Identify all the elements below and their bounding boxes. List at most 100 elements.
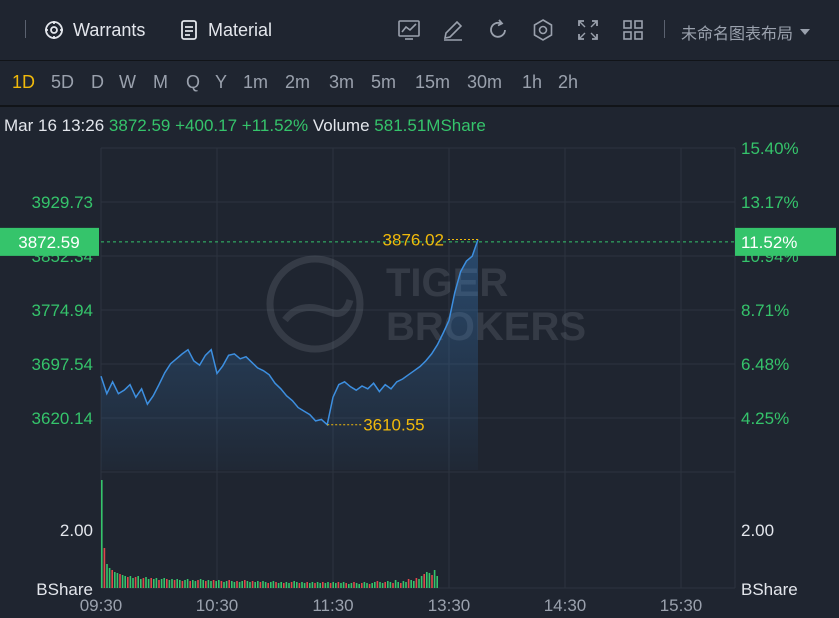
period-5d[interactable]: 5D	[51, 72, 75, 92]
period-3m[interactable]: 3m	[329, 72, 355, 92]
volume-bar	[101, 480, 103, 588]
volume-bar	[192, 580, 194, 588]
volume-bar	[186, 579, 189, 588]
volume-bar	[426, 572, 428, 588]
volume-bar	[202, 580, 204, 588]
volume-bar	[311, 582, 314, 588]
material-button[interactable]: Material	[178, 16, 272, 44]
toolbar-divider	[25, 20, 26, 38]
volume-bar	[218, 580, 220, 588]
volume-bar	[428, 573, 431, 588]
volume-bar	[220, 581, 223, 588]
period-1h[interactable]: 1h	[522, 72, 543, 92]
volume-bar	[335, 583, 337, 588]
volume-bar	[402, 581, 405, 588]
volume-bar	[270, 582, 272, 588]
volume-bar	[288, 583, 290, 588]
x-tick: 15:30	[660, 596, 703, 615]
volume-bar	[366, 583, 368, 588]
period-1d[interactable]: 1D	[12, 72, 36, 92]
volume-bar	[257, 581, 259, 588]
volume-tick: 2.00	[60, 521, 93, 540]
info-volume-label: Volume	[312, 116, 370, 135]
volume-bar	[275, 582, 277, 588]
volume-bar	[158, 580, 160, 588]
volume-bar	[418, 579, 420, 588]
volume-bar	[423, 574, 425, 588]
volume-bar	[361, 583, 363, 588]
period-1m[interactable]: 1m	[243, 72, 269, 92]
period-y[interactable]: Y	[215, 72, 228, 92]
period-selector: 1D 5D D W M Q Y 1m 2m 3m 5m 15m 30m 1h 2h	[0, 61, 839, 107]
period-q[interactable]: Q	[186, 72, 201, 92]
period-m[interactable]: M	[153, 72, 168, 92]
volume-bar	[436, 576, 438, 588]
volume-bar	[153, 579, 155, 588]
volume-bar	[160, 579, 163, 588]
volume-bar	[184, 580, 186, 588]
x-tick: 11:30	[312, 596, 353, 615]
volume-bar	[316, 582, 319, 588]
x-tick: 10:30	[196, 596, 239, 615]
period-d[interactable]: D	[91, 72, 104, 92]
volume-bar	[420, 576, 423, 588]
volume-bar	[397, 582, 399, 588]
refresh-icon[interactable]	[485, 17, 511, 43]
volume-bar	[283, 583, 285, 588]
warrants-button[interactable]: Warrants	[43, 16, 145, 44]
volume-bar	[298, 583, 301, 588]
volume-bar	[145, 577, 147, 588]
draw-icon[interactable]	[440, 17, 466, 43]
volume-bar	[129, 576, 132, 588]
volume-bar	[405, 582, 407, 588]
volume-bar	[329, 583, 332, 588]
fullscreen-icon[interactable]	[575, 17, 601, 43]
toolbar-divider	[664, 20, 665, 38]
info-datetime: Mar 16 13:26	[4, 116, 105, 135]
period-5m[interactable]: 5m	[371, 72, 397, 92]
warrants-icon	[45, 21, 63, 39]
volume-bar	[111, 570, 113, 588]
volume-bar	[293, 581, 295, 588]
settings-icon[interactable]	[530, 17, 556, 43]
y-tick-pct: 6.48%	[741, 355, 789, 374]
volume-bar	[225, 581, 228, 588]
volume-bar	[355, 583, 358, 588]
period-w[interactable]: W	[119, 72, 136, 92]
volume-bar	[197, 580, 199, 588]
current-pct-label: 11.52%	[741, 233, 797, 252]
volume-bar	[280, 582, 282, 588]
layout-grid-icon[interactable]	[620, 17, 646, 43]
volume-bar	[309, 583, 311, 588]
period-30m[interactable]: 30m	[467, 72, 503, 92]
volume-bar	[179, 580, 181, 588]
watermark: TIGER BROKERS	[266, 255, 586, 353]
volume-bar	[163, 578, 165, 588]
volume-bar	[228, 580, 230, 588]
info-price: 3872.59	[108, 116, 171, 135]
volume-bar	[194, 581, 197, 588]
price-series-line	[100, 239, 479, 427]
volume-bar	[415, 578, 418, 588]
warrants-label: Warrants	[73, 19, 146, 40]
period-15m[interactable]: 15m	[415, 72, 451, 92]
period-2m[interactable]: 2m	[285, 72, 311, 92]
volume-bar	[249, 582, 251, 588]
volume-bar	[140, 579, 142, 588]
layout-name-label: 未命名图表布局	[681, 26, 794, 43]
price-area-fill	[101, 239, 478, 470]
volume-bar	[215, 581, 217, 588]
indicator-icon[interactable]	[396, 17, 422, 43]
period-2h[interactable]: 2h	[558, 72, 579, 92]
volume-bar	[223, 582, 225, 588]
layout-selector[interactable]: 未命名图表布局	[681, 20, 811, 44]
x-tick: 09:30	[80, 596, 123, 615]
watermark-line1: TIGER	[386, 261, 508, 305]
volume-bar	[132, 578, 134, 588]
volume-bars	[101, 480, 438, 588]
volume-bar	[114, 572, 116, 588]
y-tick-pct: 10.94%	[741, 247, 799, 266]
y-tick-pct: 13.17%	[741, 193, 799, 212]
volume-bar	[246, 581, 249, 588]
